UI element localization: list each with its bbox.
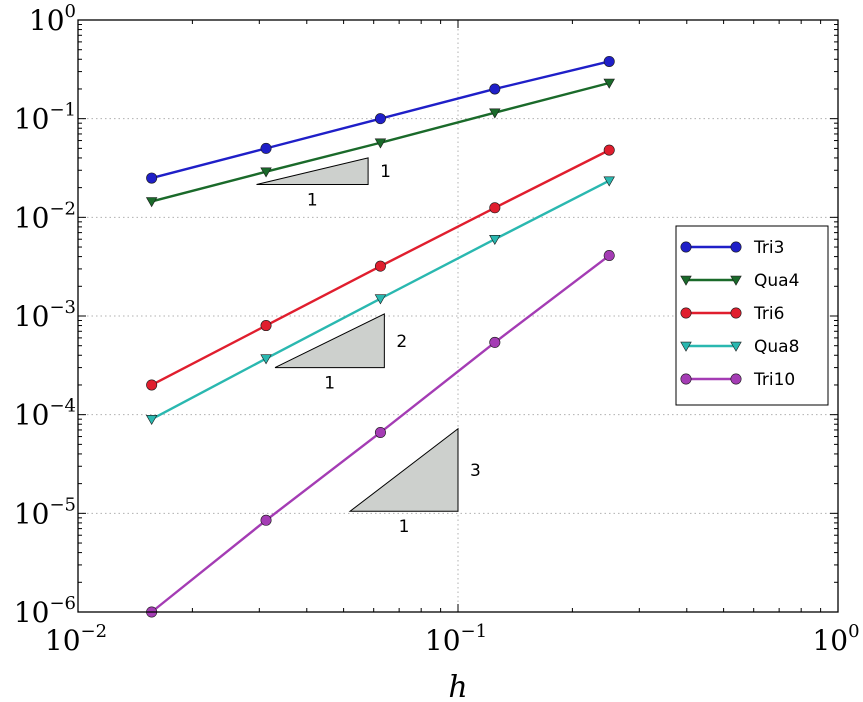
y-tick-label-2-base: 10	[14, 201, 50, 234]
point-Tri10-4	[603, 250, 615, 262]
slope-triangle-1-run-label: 1	[324, 374, 335, 394]
point-Tri3-2	[374, 113, 386, 125]
data-series	[145, 55, 615, 618]
y-tick-label-3-base: 10	[14, 300, 50, 333]
point-Tri10-3	[489, 336, 501, 348]
x-tick-label-1: 10−1	[425, 621, 487, 657]
point-Tri3-3	[489, 83, 501, 95]
slope-triangles: 1 1 2 1 3 1	[256, 157, 481, 537]
legend-marker-left-Tri10	[680, 373, 692, 385]
legend-label-Qua4: Qua4	[754, 271, 799, 291]
y-tick-label-3-exponent: −3	[49, 297, 76, 318]
series-Qua8	[145, 176, 615, 425]
x-axis-label: h	[448, 670, 467, 702]
y-tick-label-5: 10−5	[14, 494, 76, 530]
x-tick-label-0: 10−2	[45, 621, 107, 657]
y-tick-label-6-base: 10	[14, 596, 50, 629]
legend: Tri3 Qua4 Tri6 Qua8 Tri10	[675, 225, 829, 406]
legend-label-Tri3: Tri3	[753, 238, 784, 258]
slope-triangle-1	[274, 313, 385, 369]
point-Qua4-4	[603, 78, 615, 89]
point-Tri3-1	[260, 142, 272, 154]
y-tick-label-0-base: 10	[29, 4, 65, 37]
series-Qua4	[145, 78, 615, 208]
point-Tri6-2	[374, 260, 386, 272]
y-tick-label-4-base: 10	[14, 399, 50, 432]
point-Qua4-3	[489, 108, 501, 119]
legend-box	[675, 225, 829, 406]
x-tick-label-1-exponent: −1	[461, 621, 488, 642]
legend-marker-left-Qua8	[680, 341, 692, 352]
y-tick-label-0: 100	[29, 1, 76, 37]
point-Qua8-1	[260, 354, 272, 365]
point-Tri6-3	[489, 202, 501, 214]
y-tick-label-4: 10−4	[14, 396, 76, 432]
point-Qua4-1	[260, 167, 272, 178]
legend-marker-right-Tri3	[730, 241, 742, 253]
legend-label-Tri10: Tri10	[753, 370, 795, 390]
slope-triangle-1-rise-label: 2	[396, 332, 407, 352]
legend-marker-right-Qua4	[730, 275, 742, 286]
legend-marker-left-Tri6	[680, 307, 692, 319]
x-tick-label-2-base: 10	[812, 624, 848, 657]
point-Qua8-3	[489, 235, 501, 246]
x-tick-label-0-exponent: −2	[81, 621, 108, 642]
y-tick-label-1-exponent: −1	[49, 100, 76, 121]
slope-triangle-0-run-label: 1	[307, 191, 318, 211]
slope-triangle-2-rise-label: 3	[470, 461, 481, 481]
series-Tri6	[146, 144, 615, 391]
legend-marker-right-Tri6	[730, 307, 742, 319]
grid-lines	[78, 20, 838, 612]
point-Qua4-2	[374, 138, 387, 149]
slope-triangle-2-run-label: 1	[399, 517, 410, 537]
point-Qua4-0	[145, 197, 158, 208]
x-tick-label-0-base: 10	[45, 624, 81, 657]
y-tick-label-6: 10−6	[14, 593, 76, 629]
y-tick-label-1-base: 10	[14, 103, 50, 136]
slope-triangle-0	[256, 157, 369, 186]
y-tick-label-0-exponent: 0	[65, 1, 76, 22]
point-Qua8-4	[603, 176, 615, 187]
slope-triangle-0-rise-label: 1	[380, 162, 391, 182]
y-tick-label-3: 10−3	[14, 297, 76, 333]
point-Qua8-0	[145, 414, 158, 425]
y-tick-label-2-exponent: −2	[49, 198, 76, 219]
legend-label-Qua8: Qua8	[754, 337, 799, 357]
y-tick-label-6-exponent: −6	[49, 593, 76, 614]
point-Tri6-1	[260, 320, 272, 332]
y-tick-label-5-exponent: −5	[49, 494, 76, 515]
legend-marker-left-Qua4	[680, 275, 692, 286]
legend-marker-right-Tri10	[730, 373, 742, 385]
point-Tri6-0	[146, 379, 158, 391]
y-tick-label-1: 10−1	[14, 100, 76, 136]
y-tick-label-2: 10−2	[14, 198, 76, 234]
point-Tri6-4	[603, 144, 615, 156]
x-tick-label-1-base: 10	[425, 624, 461, 657]
x-tick-label-2: 100	[812, 621, 859, 657]
series-Tri3	[146, 55, 615, 184]
slope-triangle-2	[348, 427, 459, 512]
legend-marker-left-Tri3	[680, 241, 692, 253]
legend-label-Tri6: Tri6	[753, 304, 784, 324]
point-Tri3-0	[146, 172, 158, 184]
point-Tri10-2	[374, 426, 386, 438]
point-Qua8-2	[374, 294, 387, 305]
point-Tri3-4	[603, 55, 615, 67]
y-tick-label-5-base: 10	[14, 497, 50, 530]
legend-marker-right-Qua8	[730, 341, 742, 352]
x-tick-label-2-exponent: 0	[848, 621, 859, 642]
y-tick-label-4-exponent: −4	[49, 396, 76, 417]
point-Tri10-1	[260, 514, 272, 526]
series-Tri10	[146, 250, 615, 618]
